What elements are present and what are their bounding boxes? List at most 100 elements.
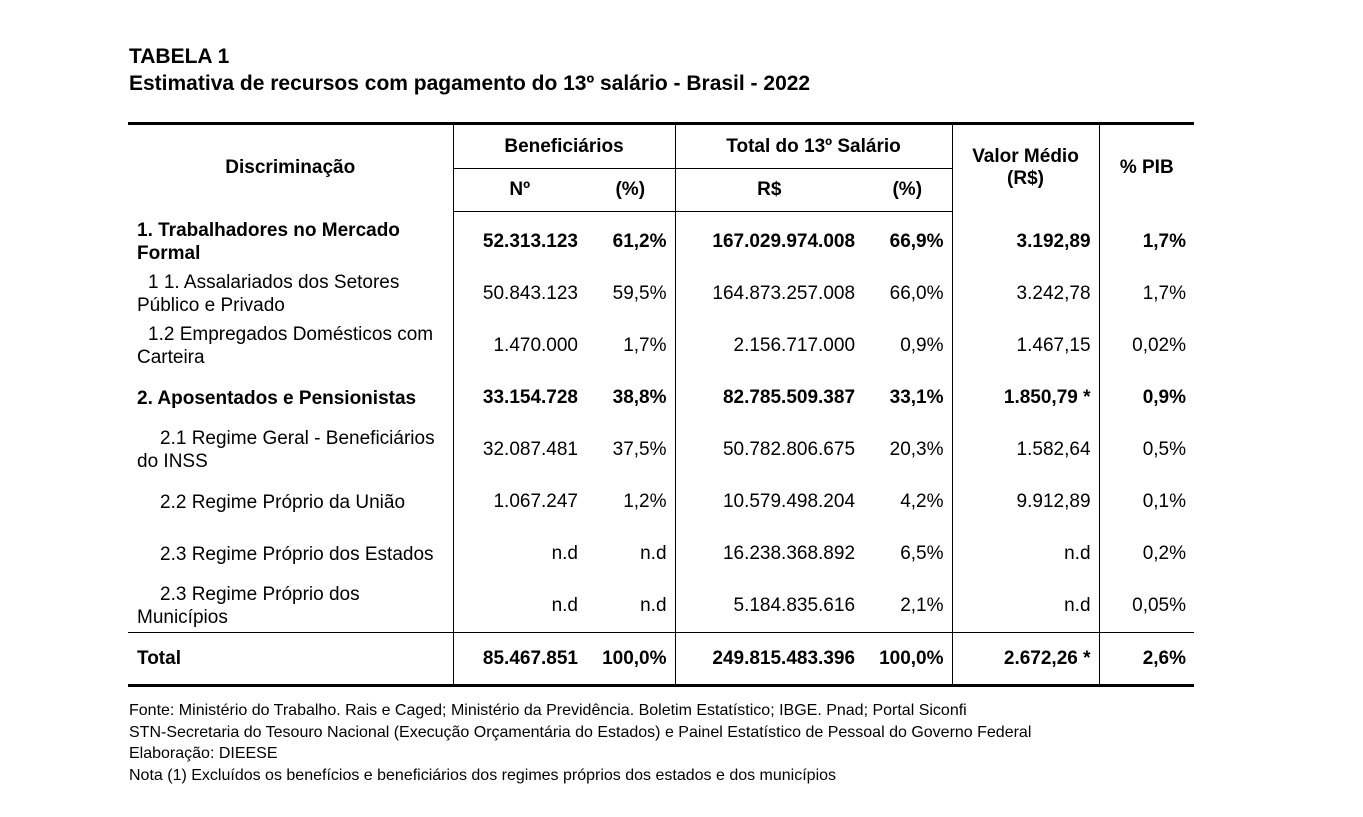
table-row: 2.3 Regime Próprio dos Estados n.d n.d 1… [128, 528, 1195, 580]
header-discriminacao: Discriminação [128, 122, 453, 212]
cell-pib: 0,05% [1098, 580, 1195, 633]
cell-pct1: 38,8% [612, 387, 667, 408]
cell-pib: 0,2% [1098, 528, 1195, 580]
table-row: 2.2 Regime Próprio da União 1.067.247 1,… [128, 476, 1195, 528]
row-label-text: 2.1 Regime Geral - Beneficiários do INSS [137, 428, 435, 472]
table-row: 2.3 Regime Próprio dos Municípios n.d n.… [128, 580, 1195, 633]
header-n: Nº [452, 168, 586, 212]
cell-n: 1.067.247 [452, 476, 586, 528]
cell-pct1: n.d [640, 595, 667, 616]
cell-rs: 50.782.806.675 [674, 424, 864, 476]
cell-rs: 167.029.974.008 [674, 211, 864, 268]
total-pib: 2,6% [1098, 632, 1195, 687]
cell-rs: 82.785.509.387 [674, 372, 864, 424]
row-label: 2.3 Regime Próprio dos Estados [128, 528, 453, 580]
total-pct2: 100,0% [863, 632, 953, 687]
row-label: 2. Aposentados e Pensionistas [137, 387, 417, 409]
cell-rs: 10.579.498.204 [674, 476, 864, 528]
total-n: 85.467.851 [452, 632, 586, 687]
cell-valor-medio: 9.912,89 [951, 476, 1100, 528]
table-row: 1.2 Empregados Domésticos com Carteira 1… [128, 320, 1195, 372]
cell-n: n.d [452, 580, 586, 633]
cell-n: 50.843.123 [452, 268, 586, 320]
header-rs: R$ [674, 168, 864, 212]
header-pib: % PIB [1098, 122, 1195, 212]
table-title: Estimativa de recursos com pagamento do … [129, 72, 811, 95]
cell-pct1: 1,7% [623, 335, 667, 356]
note-source: Fonte: Ministério do Trabalho. Rais e Ca… [129, 702, 967, 719]
header-valor-medio-unit: (R$) [1007, 168, 1044, 190]
header-row-2: Nº (%) R$ (%) [128, 168, 1194, 212]
header-valor-medio: Valor Médio (R$) [951, 122, 1100, 212]
table-title-block: TABELA 1 Estimativa de recursos com paga… [129, 43, 810, 97]
cell-pib: 0,9% [1098, 372, 1195, 424]
cell-rs: 16.238.368.892 [674, 528, 864, 580]
data-table: Discriminação Beneficiários Total do 13º… [128, 122, 1195, 687]
cell-n: 1.470.000 [452, 320, 586, 372]
note-elaboration: Elaboração: DIEESE [129, 745, 278, 762]
cell-pct2: 66,9% [889, 231, 944, 252]
cell-n: n.d [452, 528, 586, 580]
total-valor-medio: 2.672,26 * [951, 632, 1100, 687]
row-label: 2.3 Regime Próprio dos Municípios [128, 580, 453, 633]
header-row-1: Discriminação Beneficiários Total do 13º… [128, 122, 1195, 212]
cell-pib: 1,7% [1098, 211, 1195, 268]
cell-pct2: 6,5% [900, 543, 944, 564]
cell-pct2: 0,9% [900, 335, 944, 356]
cell-rs: 2.156.717.000 [674, 320, 864, 372]
table-row: 2. Aposentados e Pensionistas 33.154.728… [128, 372, 1195, 424]
header-total-13: Total do 13º Salário [674, 122, 953, 169]
cell-n: 32.087.481 [452, 424, 586, 476]
cell-valor-medio: 1.582,64 [951, 424, 1100, 476]
cell-valor-medio: n.d [951, 580, 1100, 633]
note-source-2: STN-Secretaria do Tesouro Nacional (Exec… [129, 723, 1032, 741]
header-pct-total: (%) [863, 168, 953, 212]
row-label-text: 2.3 Regime Próprio dos Estados [160, 543, 434, 565]
note-exclusion: Nota (1) Excluídos os benefícios e benef… [129, 766, 837, 784]
cell-pib: 0,02% [1098, 320, 1195, 372]
row-label: 2.2 Regime Próprio da União [128, 476, 453, 528]
row-label-text: 1.2 Empregados Domésticos com Carteira [137, 324, 434, 368]
cell-n: 52.313.123 [452, 211, 586, 268]
cell-n: 33.154.728 [452, 372, 586, 424]
cell-valor-medio: 1.467,15 [951, 320, 1100, 372]
cell-valor-medio: 3.242,78 [951, 268, 1100, 320]
total-label: Total [128, 632, 453, 687]
total-rs: 249.815.483.396 [674, 632, 864, 687]
header-beneficiarios: Beneficiários [452, 122, 676, 169]
cell-pct2: 33,1% [889, 387, 944, 408]
table-row: 1. Trabalhadores no Mercado Formal 52.31… [128, 211, 1195, 268]
cell-valor-medio: 3.192,89 [951, 211, 1100, 268]
row-label: 1 1. Assalariados dos Setores Público e … [128, 268, 453, 320]
cell-pib: 0,5% [1098, 424, 1195, 476]
cell-rs: 164.873.257.008 [674, 268, 864, 320]
source-notes: Fonte: Ministério do Trabalho. Rais e Ca… [129, 700, 1031, 786]
table-row: 2.1 Regime Geral - Beneficiários do INSS… [128, 424, 1195, 476]
cell-pct1: n.d [640, 543, 667, 564]
table-row: 1 1. Assalariados dos Setores Público e … [128, 268, 1195, 320]
total-pct1: 100,0% [586, 632, 676, 687]
cell-pct1: 37,5% [612, 439, 667, 460]
row-label: 1.2 Empregados Domésticos com Carteira [128, 320, 453, 372]
cell-pib: 1,7% [1098, 268, 1195, 320]
table-number: TABELA 1 [129, 45, 230, 68]
row-label: 1. Trabalhadores no Mercado Formal [137, 219, 400, 264]
row-label-text: 1 1. Assalariados dos Setores Público e … [137, 272, 400, 316]
row-label-text: 2.2 Regime Próprio da União [160, 491, 406, 513]
cell-pct1: 61,2% [612, 231, 667, 252]
header-valor-medio-label: Valor Médio [972, 146, 1079, 168]
cell-pct1: 59,5% [612, 283, 667, 304]
total-row: Total 85.467.851 100,0% 249.815.483.396 … [128, 632, 1195, 687]
cell-pct2: 66,0% [889, 283, 944, 304]
cell-rs: 5.184.835.616 [674, 580, 864, 633]
cell-pct2: 2,1% [900, 595, 944, 616]
cell-valor-medio: 1.850,79 * [951, 372, 1100, 424]
cell-pct2: 20,3% [889, 439, 944, 460]
row-label-text: 2.3 Regime Próprio dos Municípios [137, 584, 360, 628]
cell-pib: 0,1% [1098, 476, 1195, 528]
cell-pct2: 4,2% [900, 491, 944, 512]
row-label: 2.1 Regime Geral - Beneficiários do INSS [128, 424, 453, 476]
cell-valor-medio: n.d [951, 528, 1100, 580]
header-pct-beneficiarios: (%) [586, 168, 676, 212]
cell-pct1: 1,2% [623, 491, 667, 512]
